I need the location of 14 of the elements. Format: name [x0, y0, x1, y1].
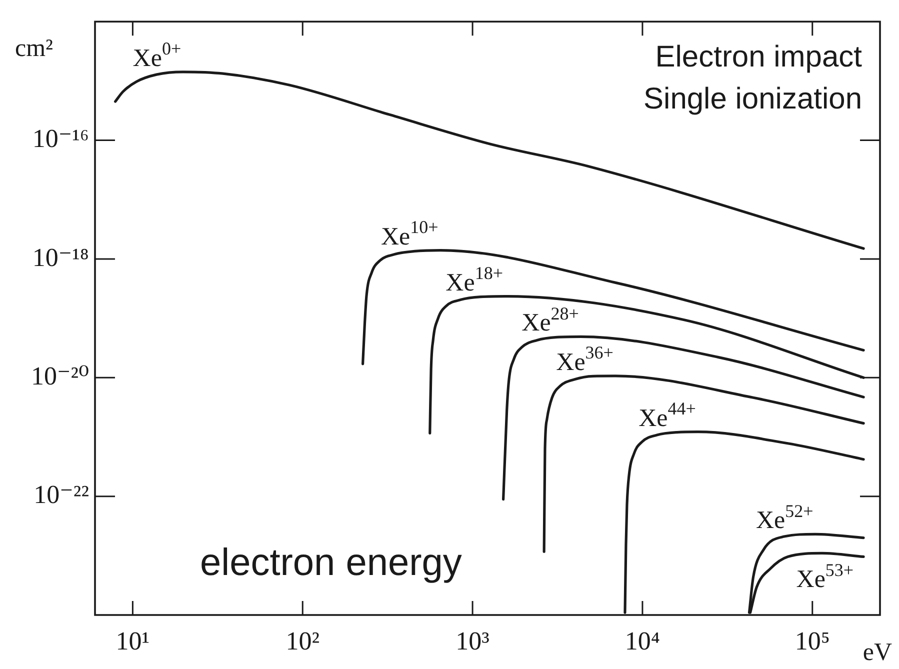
x-tick-label: 10⁵: [794, 626, 830, 656]
x-tick-label: 10⁴: [624, 626, 660, 656]
x-tick-label: 10³: [456, 626, 490, 656]
annotation: Electron impact: [655, 40, 863, 74]
y-tick-label: 10⁻²²: [34, 480, 90, 510]
y-axis-title: cm²: [15, 35, 54, 62]
x-tick-label: 10¹: [116, 626, 150, 656]
annotation: Single ionization: [644, 82, 862, 116]
y-tick-label: 10⁻¹⁸: [32, 242, 89, 272]
y-tick-label: 10⁻²⁰: [31, 361, 89, 390]
x-axis-title: eV: [862, 639, 892, 666]
annotation: electron energy: [200, 542, 462, 584]
x-tick-label: 10²: [286, 626, 320, 656]
y-tick-label: 10⁻¹⁶: [32, 124, 89, 154]
